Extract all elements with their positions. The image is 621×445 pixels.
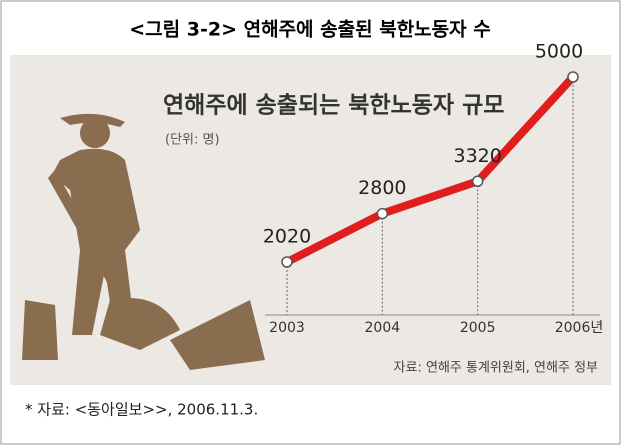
x-tick-label: 2005 [460,320,496,336]
data-point [471,175,484,188]
data-point [281,256,293,268]
data-point [567,71,579,83]
chart-subtitle: (단위: 명) [165,133,220,148]
data-line [285,74,576,266]
worker-silhouette [22,113,265,370]
x-tick-label: 2006년 [555,320,604,336]
data-label: 2800 [358,177,406,199]
chart-title: 연해주에 송출되는 북한노동자 규모 [163,93,504,119]
figure-title: <그림 3-2> 연해주에 송출된 북한노동자 수 [129,19,490,41]
x-tick-label: 2004 [365,320,401,336]
source-note: 자료: 연해주 통계위원회, 연해주 정부 [394,361,598,376]
x-tick-label: 2003 [269,320,305,336]
data-label: 5000 [535,41,583,63]
footnote: * 자료: <동아일보>>, 2006.11.3. [25,401,258,419]
data-label: 2020 [263,226,311,248]
data-label: 3320 [453,145,501,167]
data-point [376,207,389,220]
